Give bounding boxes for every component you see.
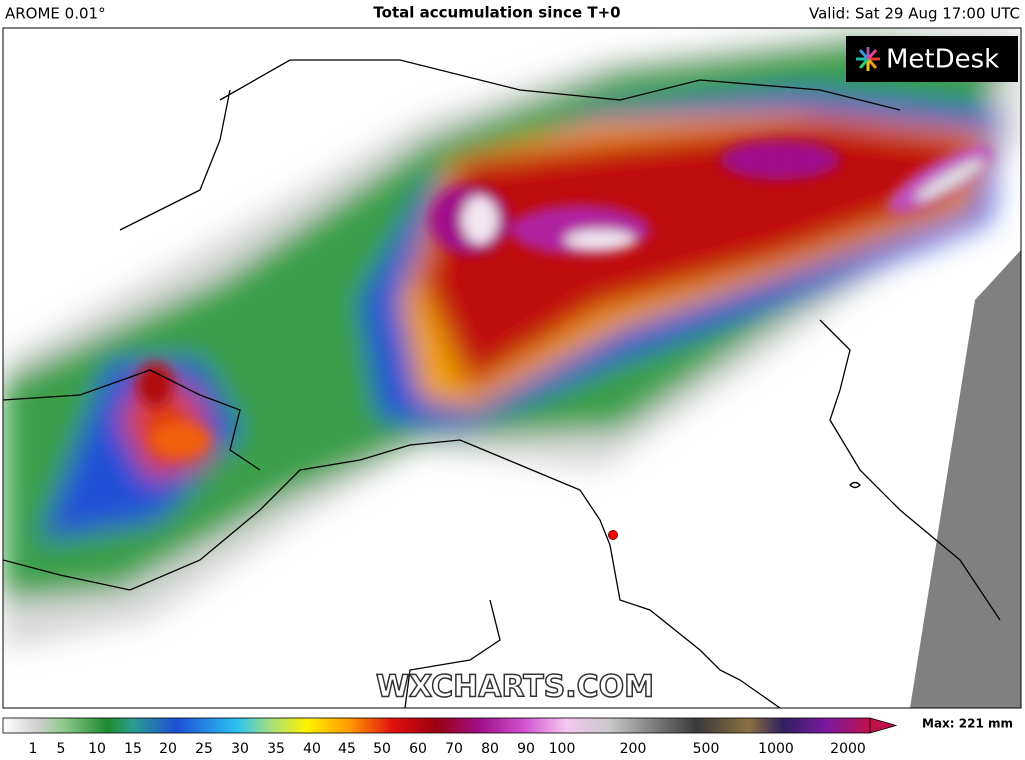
colorbar-label: 30 — [231, 741, 249, 757]
colorbar-label: 60 — [409, 741, 427, 757]
colorbar-label: 1000 — [758, 741, 794, 757]
map-area — [2, 27, 1022, 709]
colorbar-label: 70 — [445, 741, 463, 757]
colorbar-label: 35 — [267, 741, 285, 757]
colorbar-label: 80 — [481, 741, 499, 757]
map-title: Total accumulation since T+0 — [373, 4, 620, 22]
model-name: AROME 0.01° — [5, 5, 106, 23]
valid-time: Valid: Sat 29 Aug 17:00 UTC — [809, 5, 1020, 23]
logo: MetDesk — [846, 36, 1018, 82]
colorbar-label: 10 — [88, 741, 106, 757]
colorbar-label: 20 — [159, 741, 177, 757]
colorbar-label: 25 — [195, 741, 213, 757]
colorbar: Max: 221 mm — [2, 717, 1013, 734]
colorbar-label: 200 — [620, 741, 647, 757]
colorbar-label: 2000 — [830, 741, 866, 757]
colorbar-label: 5 — [57, 741, 66, 757]
logo-text: MetDesk — [886, 45, 999, 75]
colorbar-label: 40 — [303, 741, 321, 757]
colorbar-label: 100 — [549, 741, 576, 757]
colorbar-label: 90 — [517, 741, 535, 757]
watermark: WXCHARTS.COM — [376, 670, 654, 705]
colorbar-label: 50 — [373, 741, 391, 757]
colorbar-label: 1 — [29, 741, 38, 757]
max-label: Max: 221 mm — [922, 717, 1013, 731]
colorbar-label: 15 — [124, 741, 142, 757]
colorbar-label: 45 — [338, 741, 356, 757]
colorbar-label: 500 — [693, 741, 720, 757]
